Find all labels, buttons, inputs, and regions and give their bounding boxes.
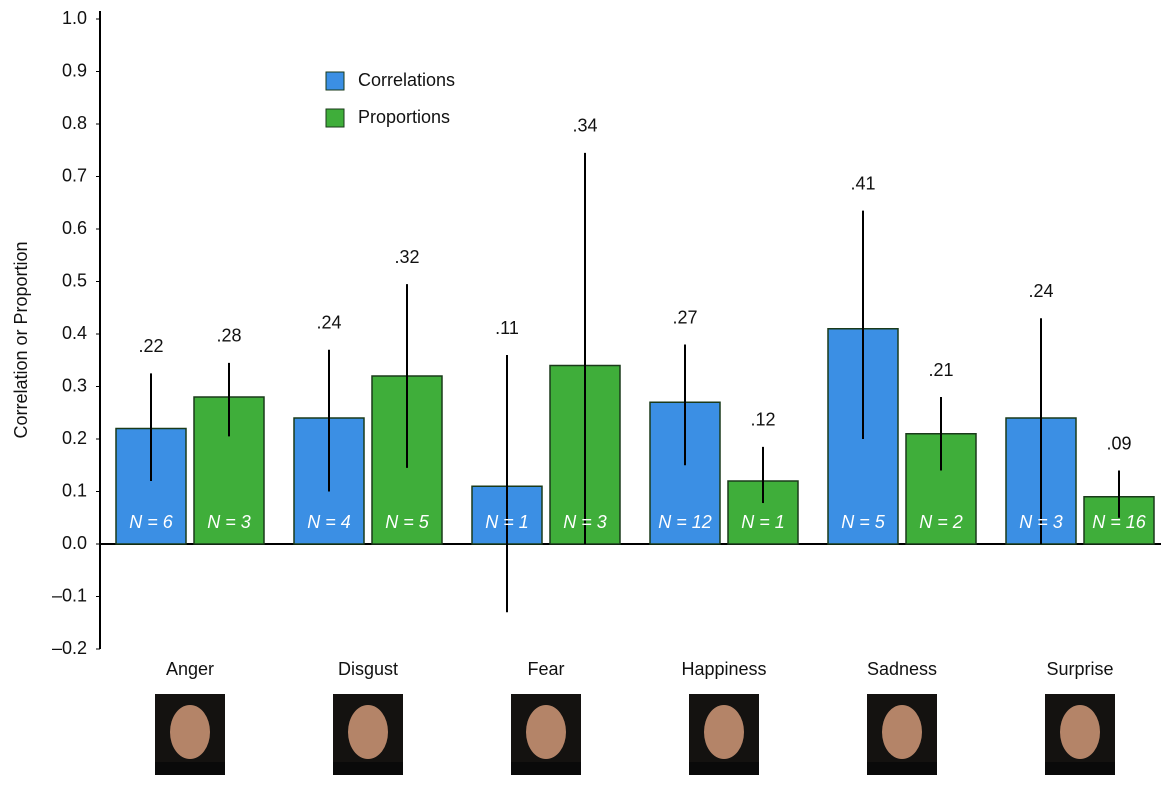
shirt (867, 762, 937, 775)
shirt (1045, 762, 1115, 775)
n-label: N = 3 (207, 512, 251, 532)
n-label: N = 5 (385, 512, 430, 532)
n-label: N = 12 (658, 512, 712, 532)
n-label: N = 2 (919, 512, 963, 532)
value-label: .12 (750, 410, 775, 430)
y-tick-label: 0.3 (62, 375, 87, 395)
category-label: Fear (527, 659, 564, 679)
y-tick-label: 0.0 (62, 533, 87, 553)
legend-swatch (325, 108, 345, 128)
category-label: Sadness (867, 659, 937, 679)
y-tick-label: 0.1 (62, 480, 87, 500)
n-label: N = 16 (1092, 512, 1147, 532)
y-tick-label: –0.2 (52, 638, 87, 658)
n-label: N = 4 (307, 512, 351, 532)
n-label: N = 1 (741, 512, 785, 532)
category-label: Disgust (338, 659, 398, 679)
value-label: .27 (672, 307, 697, 327)
n-label: N = 3 (1019, 512, 1063, 532)
face (704, 705, 744, 759)
n-label: N = 1 (485, 512, 529, 532)
y-tick-label: –0.1 (52, 585, 87, 605)
value-label: .32 (394, 247, 419, 267)
category-label: Happiness (681, 659, 766, 679)
shirt (155, 762, 225, 775)
value-label: .24 (316, 313, 341, 333)
n-label: N = 3 (563, 512, 607, 532)
value-label: .41 (850, 173, 875, 193)
shirt (511, 762, 581, 775)
face (882, 705, 922, 759)
legend-label: Correlations (358, 70, 455, 90)
legend-swatch (325, 71, 345, 91)
value-label: .28 (216, 326, 241, 346)
value-label: .09 (1106, 433, 1131, 453)
category-label: Anger (166, 659, 214, 679)
value-label: .24 (1028, 281, 1053, 301)
n-label: N = 5 (841, 512, 886, 532)
shirt (689, 762, 759, 775)
n-label: N = 6 (129, 512, 174, 532)
y-tick-label: 0.4 (62, 323, 87, 343)
value-label: .22 (138, 336, 163, 356)
y-tick-label: 0.9 (62, 60, 87, 80)
y-tick-label: 0.2 (62, 428, 87, 448)
value-label: .21 (928, 360, 953, 380)
face (348, 705, 388, 759)
value-label: .34 (572, 116, 597, 136)
legend-label: Proportions (358, 107, 450, 127)
y-tick-label: 0.5 (62, 270, 87, 290)
y-axis-label: Correlation or Proportion (11, 241, 31, 438)
shirt (333, 762, 403, 775)
y-tick-label: 0.6 (62, 218, 87, 238)
face (526, 705, 566, 759)
y-tick-label: 1.0 (62, 8, 87, 28)
value-label: .11 (495, 318, 519, 338)
category-label: Surprise (1046, 659, 1113, 679)
face (170, 705, 210, 759)
face (1060, 705, 1100, 759)
y-tick-label: 0.7 (62, 165, 87, 185)
y-tick-label: 0.8 (62, 113, 87, 133)
